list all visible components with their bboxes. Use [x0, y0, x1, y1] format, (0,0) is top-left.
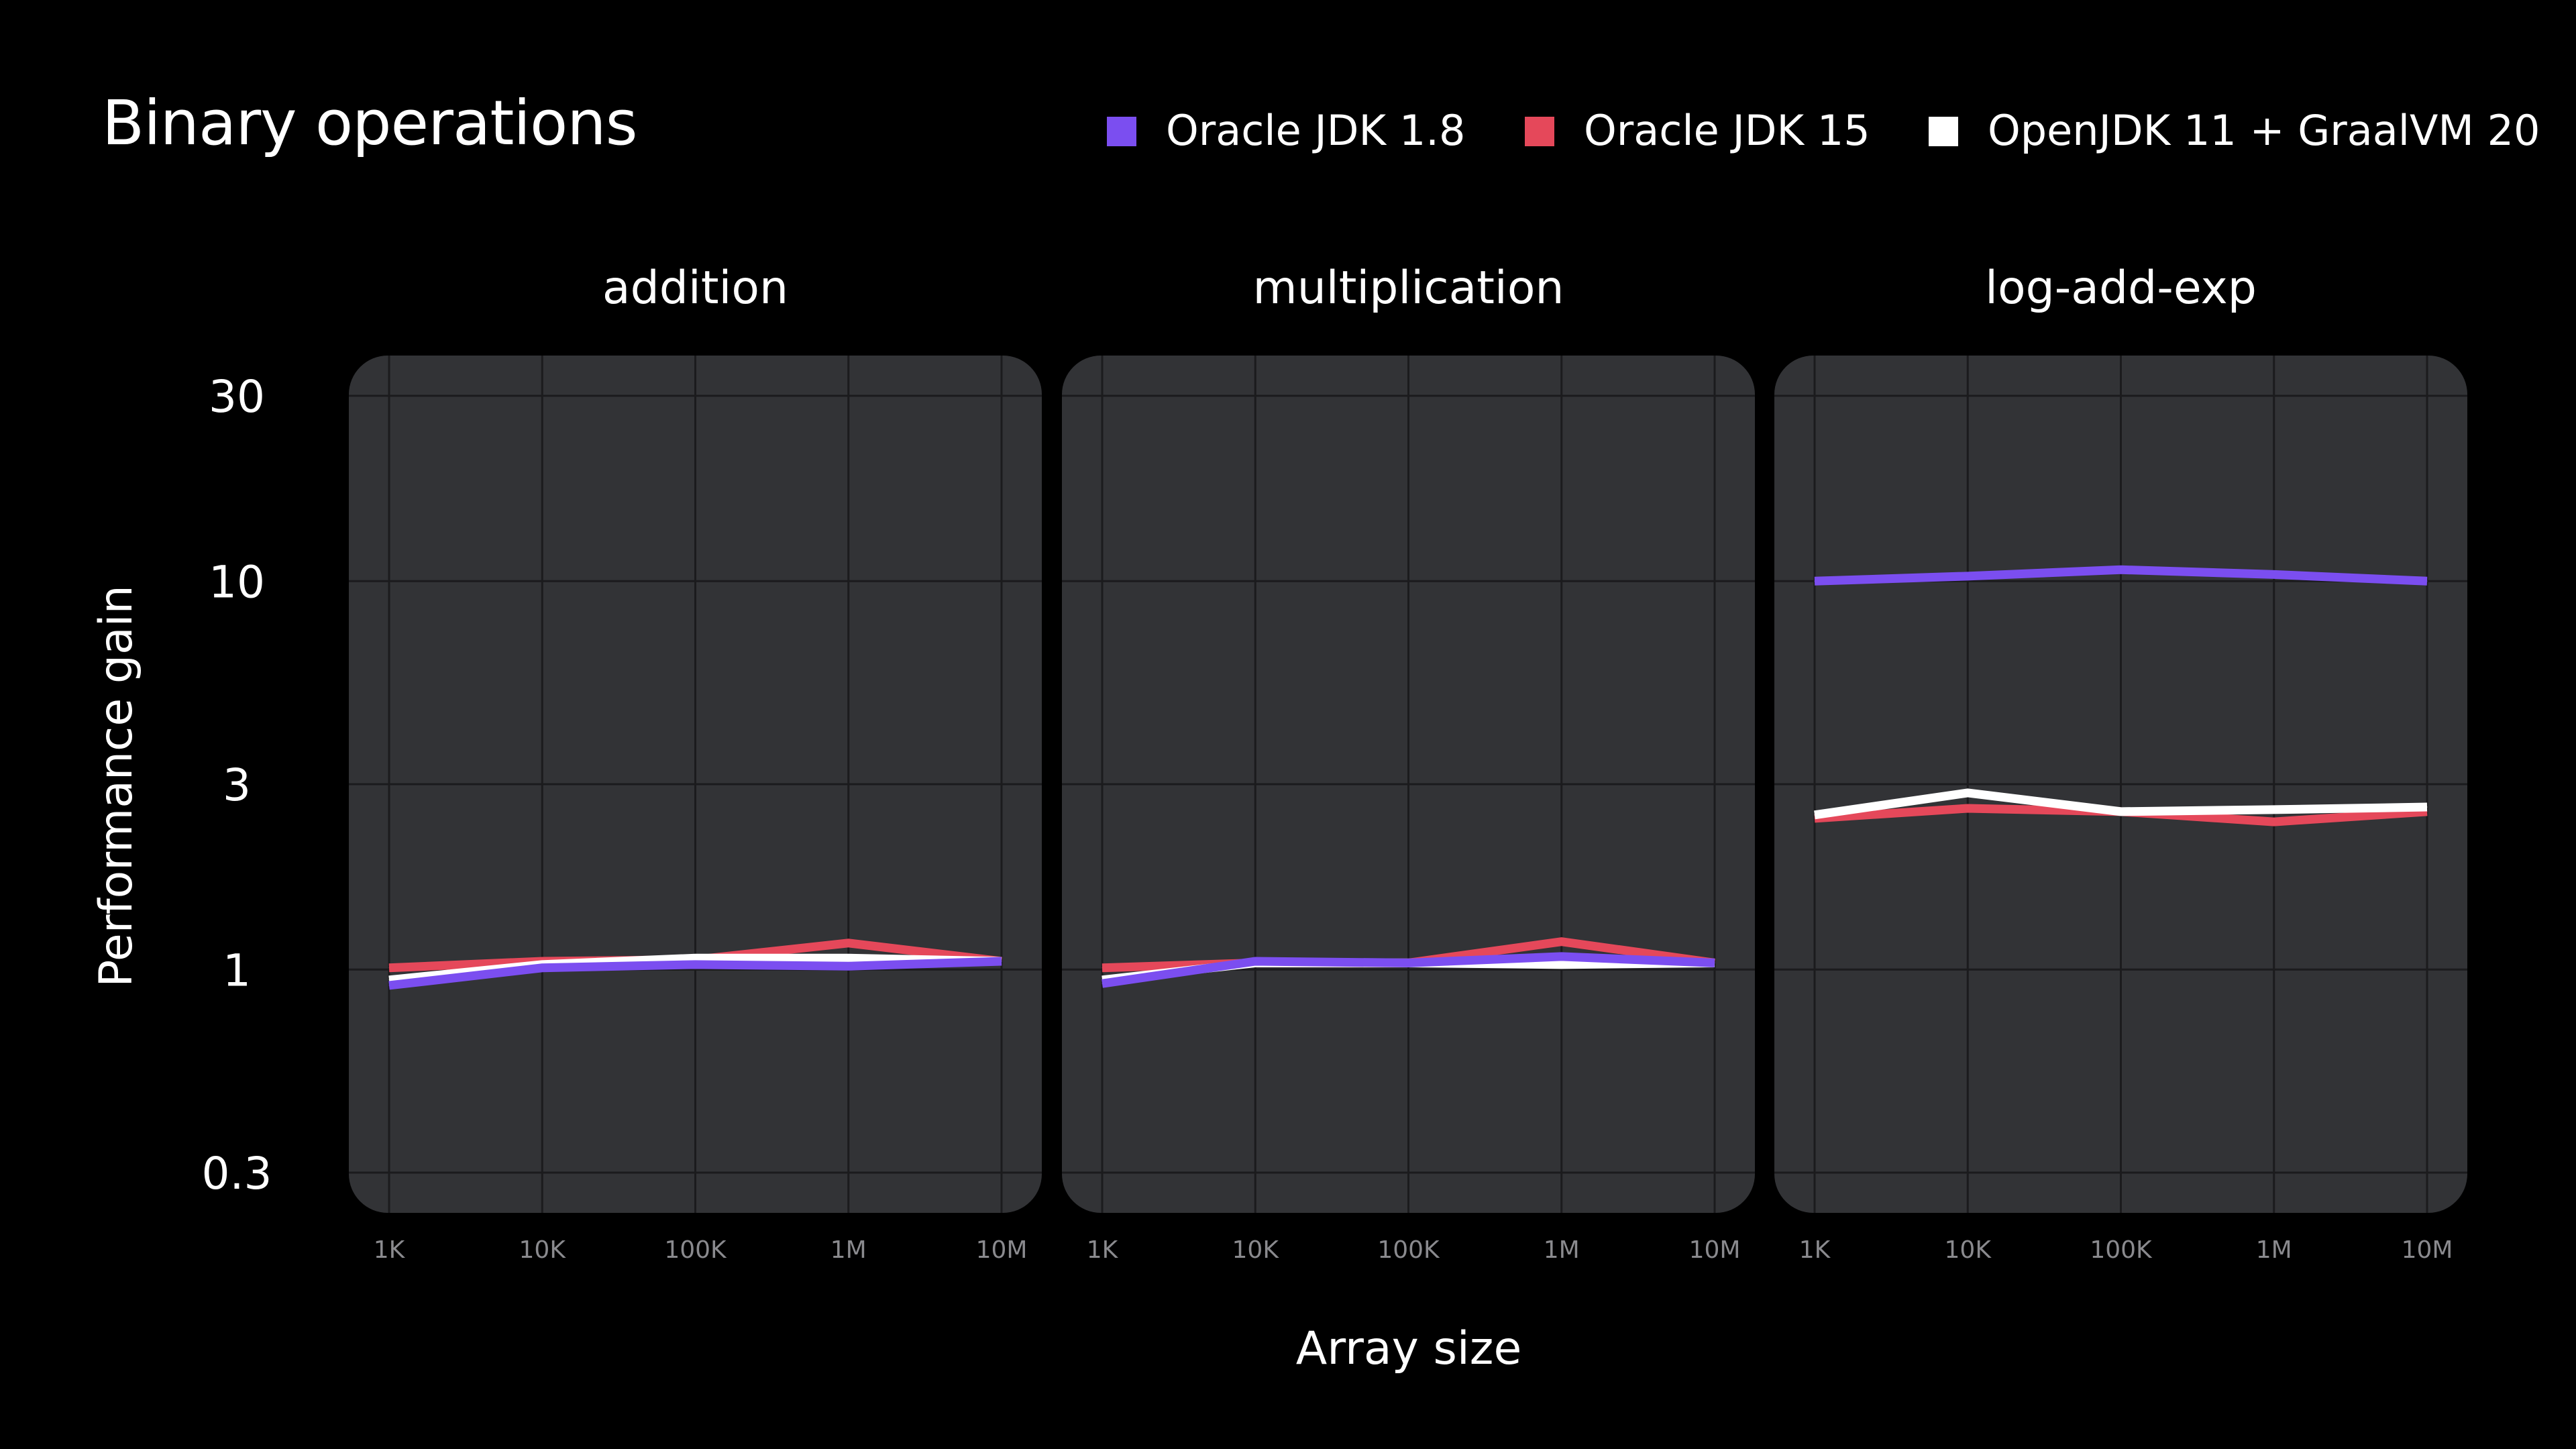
- panel-title: multiplication: [1252, 262, 1564, 315]
- data-point-openjdk-11-graalvm-20: [2426, 806, 2428, 808]
- x-tick-label: 1M: [830, 1236, 867, 1264]
- legend-label: Oracle JDK 1.8: [1166, 106, 1466, 155]
- data-point-oracle-jdk-1-8: [2426, 580, 2428, 582]
- chart-title: Binary operations: [102, 87, 638, 159]
- data-point-openjdk-11-graalvm-20: [1561, 964, 1562, 965]
- y-tick-label: 30: [209, 371, 265, 423]
- legend-swatch-purple: [1107, 117, 1136, 146]
- panel-multiplication: multiplication 1K 10K 100K 1M 10M: [1062, 262, 1755, 1264]
- y-tick-label: 1: [223, 945, 251, 996]
- x-tick-label: 10M: [976, 1236, 1028, 1264]
- data-point-oracle-jdk-15: [388, 967, 390, 969]
- data-point-oracle-jdk-15: [1102, 967, 1103, 969]
- legend-swatch-red: [1525, 117, 1554, 146]
- x-tick-label: 1K: [1799, 1236, 1831, 1264]
- legend-label: OpenJDK 11 + GraalVM 20: [1988, 106, 2540, 155]
- x-tick-label: 1K: [1087, 1236, 1119, 1264]
- data-point-openjdk-11-graalvm-20: [388, 979, 390, 981]
- x-tick-label: 1K: [374, 1236, 406, 1264]
- y-tick-label: 0.3: [202, 1148, 272, 1199]
- data-point-oracle-jdk-15: [2426, 811, 2428, 812]
- x-tick-label: 10M: [2402, 1236, 2453, 1264]
- data-point-oracle-jdk-1-8: [1561, 956, 1562, 957]
- y-tick-label: 3: [223, 759, 251, 811]
- x-tick-label: 10K: [1945, 1236, 1992, 1264]
- x-tick-label: 1M: [2256, 1236, 2292, 1264]
- x-tick-label: 10K: [1232, 1236, 1280, 1264]
- x-axis-label: Array size: [1296, 1322, 1522, 1375]
- panel-addition: addition 1K 10K 100K 1M 10M: [349, 262, 1042, 1264]
- y-tick-label: 10: [209, 556, 265, 608]
- data-point-openjdk-11-graalvm-20: [2273, 809, 2275, 810]
- data-point-oracle-jdk-1-8: [541, 967, 543, 969]
- x-tick-label: 1M: [1544, 1236, 1580, 1264]
- y-axis-label: Performance gain: [90, 585, 143, 987]
- panel-title: log-add-exp: [1985, 262, 2257, 315]
- data-point-openjdk-11-graalvm-20: [695, 957, 696, 959]
- data-point-oracle-jdk-1-8: [848, 965, 849, 967]
- panel-title: addition: [602, 262, 788, 315]
- x-tick-label: 100K: [1377, 1236, 1440, 1264]
- x-tick-label: 10K: [519, 1236, 567, 1264]
- data-point-openjdk-11-graalvm-20: [848, 957, 849, 959]
- legend-label: Oracle JDK 15: [1584, 106, 1870, 155]
- data-point-oracle-jdk-1-8: [695, 964, 696, 965]
- data-point-oracle-jdk-15: [1561, 941, 1562, 943]
- x-tick-label: 100K: [2090, 1236, 2153, 1264]
- x-tick-label: 100K: [664, 1236, 727, 1264]
- legend-swatch-white: [1929, 117, 1958, 146]
- x-tick-label: 10M: [1689, 1236, 1741, 1264]
- panel-log-add-exp: log-add-exp 1K 10K 100K 1M 10M: [1774, 262, 2467, 1264]
- data-point-oracle-jdk-1-8: [1102, 983, 1103, 984]
- data-point-oracle-jdk-1-8: [2273, 574, 2275, 575]
